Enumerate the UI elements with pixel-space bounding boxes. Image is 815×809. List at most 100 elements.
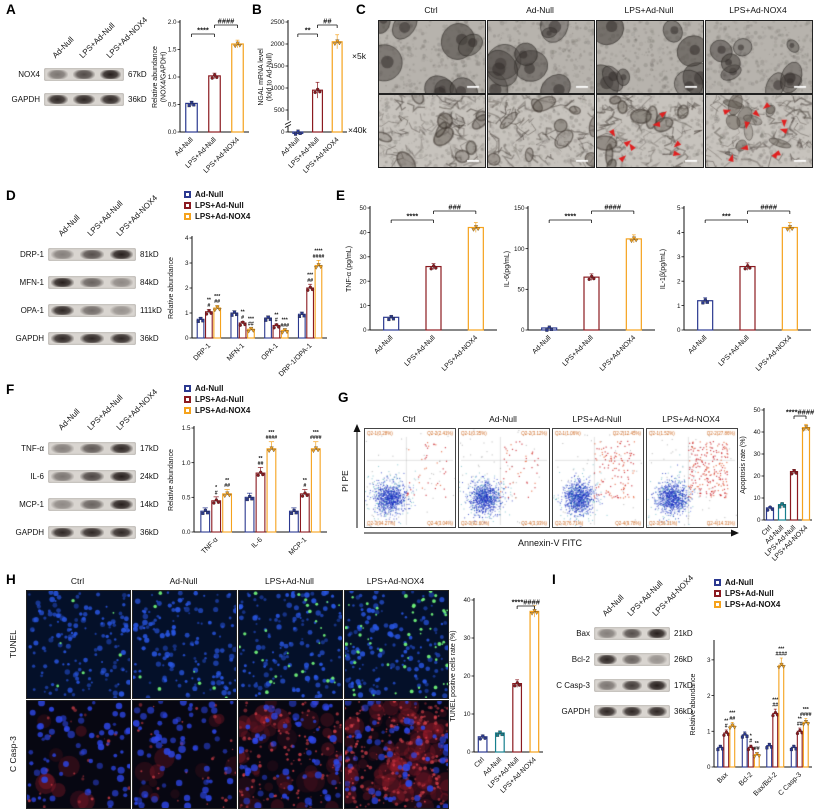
- blot-band: [80, 443, 104, 453]
- svg-text:Bax/Bcl-2: Bax/Bcl-2: [753, 771, 779, 797]
- svg-text:Apoptosis rate (%): Apoptosis rate (%): [740, 436, 747, 494]
- svg-text:IL-6: IL-6: [250, 536, 264, 550]
- blot-band: [109, 471, 134, 481]
- svg-text:***: ***: [307, 273, 314, 279]
- chart-apoptosis-proteins: 0 1 2 3 Relative abundance ** # *** ## Bax * # ** ## B…: [688, 634, 815, 809]
- svg-text:####: ####: [218, 17, 236, 26]
- blot-row: IL-6 24kD: [6, 462, 166, 490]
- em-image: [705, 20, 813, 94]
- svg-text:##: ##: [224, 483, 230, 489]
- svg-text:Relative abundance: Relative abundance: [152, 46, 159, 108]
- blot-lane-label: LPS+Ad-NOX4: [114, 387, 160, 432]
- em-row-label-40k: ×40k: [348, 125, 367, 135]
- svg-text:30: 30: [753, 451, 761, 458]
- blot-kd-label: 84kD: [140, 277, 159, 287]
- svg-text:150: 150: [514, 205, 525, 212]
- svg-text:Ad-Null: Ad-Null: [174, 136, 195, 157]
- casp3-image: [344, 700, 449, 809]
- svg-text:***: ***: [778, 646, 785, 652]
- blot-band: [109, 443, 134, 453]
- svg-text:1500: 1500: [270, 63, 285, 70]
- svg-text:3: 3: [707, 657, 711, 664]
- svg-text:(fold to Ad-Null): (fold to Ad-Null): [267, 53, 274, 101]
- legend-swatch: [714, 601, 721, 608]
- svg-text:####: ####: [776, 652, 788, 658]
- svg-text:10: 10: [463, 711, 471, 718]
- blot-band: [73, 95, 95, 104]
- legend-label: Ad-Null: [725, 578, 754, 587]
- blot-band: [80, 499, 104, 509]
- blot-row: TNF-α 17kD: [6, 434, 166, 462]
- legend-item: LPS+Ad-Null: [184, 201, 250, 210]
- svg-text:**: **: [241, 310, 246, 316]
- blot-band: [73, 70, 95, 79]
- legend-item: LPS+Ad-Null: [714, 589, 780, 598]
- blot-row: NOX4 67kD: [6, 62, 152, 87]
- blot-protein-label: GAPDH: [15, 333, 44, 343]
- tunel-col-label-lps-adnull: LPS+Ad-Null: [265, 576, 314, 586]
- blot-protein-label: DRP-1: [19, 249, 44, 259]
- blot-band: [647, 628, 668, 638]
- svg-text:####: ####: [760, 203, 778, 212]
- blot-band: [621, 654, 643, 664]
- blot-row: MCP-1 14kD: [6, 490, 166, 518]
- blot-protein-label: TNF-α: [21, 443, 44, 453]
- blot-kd-label: 36kD: [674, 706, 693, 716]
- blot-band: [50, 277, 75, 287]
- svg-text:LPS+Ad-NOX4: LPS+Ad-NOX4: [599, 334, 637, 372]
- svg-text:***: ***: [214, 294, 221, 300]
- blot-band: [80, 249, 104, 259]
- blot-band: [50, 499, 75, 509]
- svg-text:2: 2: [707, 693, 711, 700]
- svg-text:**: **: [724, 718, 729, 724]
- legend-swatch: [714, 579, 721, 586]
- svg-text:MFN-1: MFN-1: [226, 342, 246, 362]
- panel-e-letter: E: [336, 188, 346, 203]
- blot-band: [50, 333, 75, 343]
- legend-item: LPS+Ad-Null: [184, 395, 250, 404]
- legend-groups-i: Ad-Null LPS+Ad-Null LPS+Ad-NOX4: [714, 578, 780, 609]
- flow-cytometry-plot: [552, 428, 644, 528]
- svg-text:****: ****: [564, 212, 576, 221]
- blot-strip: [48, 469, 136, 483]
- svg-text:*: *: [215, 485, 218, 491]
- svg-text:**: **: [258, 456, 263, 462]
- svg-text:TNF-α: TNF-α: [200, 536, 219, 555]
- legend-item: Ad-Null: [184, 190, 250, 199]
- blot-row: GAPDH 36kD: [6, 324, 166, 352]
- blot-band: [621, 706, 643, 716]
- svg-text:#: #: [749, 739, 752, 745]
- blot-strip: [48, 303, 136, 317]
- tunel-col-label-ctrl: Ctrl: [70, 576, 85, 586]
- svg-text:Ad-Null: Ad-Null: [531, 334, 552, 355]
- blot-band: [109, 527, 134, 537]
- blot-band: [621, 680, 643, 690]
- blot-lane-label: Ad-Null: [56, 407, 82, 432]
- blot-lane-label: Ad-Null: [50, 35, 76, 60]
- blot-band: [100, 95, 122, 104]
- legend-label: LPS+Ad-Null: [195, 395, 244, 404]
- blot-kd-label: 111kD: [140, 305, 162, 315]
- blot-kd-label: 14kD: [140, 499, 159, 509]
- blot-strip: [48, 525, 136, 539]
- blot-strip: [48, 331, 136, 345]
- panel-b-letter: B: [252, 2, 262, 17]
- western-blot-cytokines: Ad-Null LPS+Ad-Null LPS+Ad-NOX4 TNF-α 17kD IL…: [6, 387, 166, 546]
- blot-band: [109, 305, 134, 315]
- legend-label: LPS+Ad-Null: [725, 589, 774, 598]
- em-col-label-ctrl: Ctrl: [424, 5, 438, 15]
- svg-text:LPS+Ad-NOX4: LPS+Ad-NOX4: [441, 334, 479, 372]
- svg-text:LPS+Ad-Null: LPS+Ad-Null: [561, 334, 595, 368]
- panel-d-letter: D: [6, 188, 16, 203]
- legend-groups-f: Ad-Null LPS+Ad-Null LPS+Ad-NOX4: [184, 384, 250, 415]
- blot-strip: [48, 275, 136, 289]
- em-image: [378, 94, 486, 168]
- svg-text:####: ####: [800, 712, 812, 718]
- blot-lane-label: LPS+Ad-NOX4: [114, 193, 160, 238]
- svg-text:3: 3: [677, 254, 681, 261]
- blot-kd-label: 21kD: [674, 628, 693, 638]
- casp3-row-label: C Casp-3: [8, 736, 18, 772]
- blot-band: [647, 680, 668, 690]
- legend-item: LPS+Ad-NOX4: [184, 406, 250, 415]
- blot-kd-label: 24kD: [140, 471, 159, 481]
